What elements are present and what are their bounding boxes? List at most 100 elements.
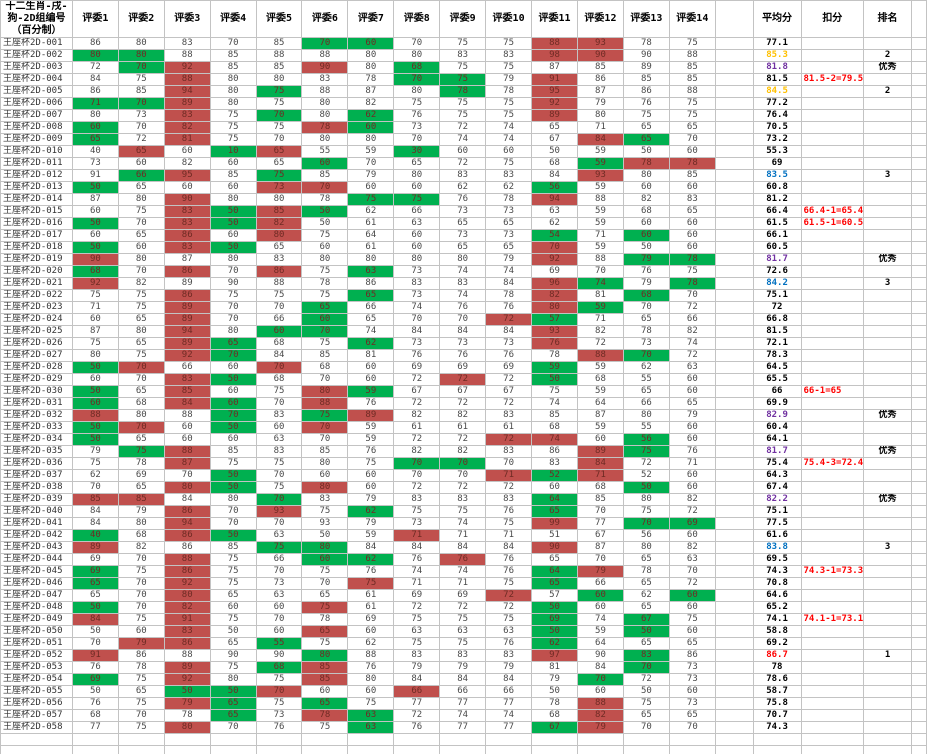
score-cell[interactable]: 88 [163,49,211,62]
score-cell[interactable]: 75 [255,289,303,302]
score-cell[interactable]: 75 [117,289,165,302]
score-cell[interactable]: 66 [255,313,303,326]
empty-cell[interactable] [910,577,927,590]
score-cell[interactable]: 65 [622,553,670,566]
score-cell[interactable]: 86 [163,565,211,578]
score-cell[interactable]: 75 [622,505,670,518]
score-cell[interactable]: 72 [393,397,441,410]
score-cell[interactable]: 60 [209,397,257,410]
score-cell[interactable]: 70 [117,421,165,434]
avg-cell[interactable]: 74.3 [752,565,802,578]
empty-cell[interactable] [714,553,754,566]
row-label-cell[interactable]: 王座杯2D-055 [0,685,73,698]
score-cell[interactable]: 78 [163,709,211,722]
deduct-cell[interactable] [800,649,865,662]
score-cell[interactable]: 65 [301,697,349,710]
score-cell[interactable]: 85 [163,385,211,398]
score-cell[interactable]: 64 [531,493,578,506]
empty-cell[interactable] [117,733,165,746]
rank-cell[interactable] [863,709,912,722]
score-cell[interactable]: 78 [668,277,716,290]
score-cell[interactable]: 77 [439,721,487,734]
score-cell[interactable]: 75 [117,205,165,218]
empty-cell[interactable] [714,661,754,674]
empty-cell[interactable] [910,709,927,722]
score-cell[interactable]: 67 [439,385,487,398]
score-cell[interactable]: 70 [71,481,119,494]
deduct-header-cell[interactable]: 扣分 [800,0,865,38]
score-cell[interactable]: 80 [347,61,395,74]
score-cell[interactable]: 72 [393,481,441,494]
score-cell[interactable]: 76 [347,397,395,410]
rank-cell[interactable] [863,289,912,302]
score-cell[interactable]: 85 [209,61,257,74]
score-cell[interactable]: 59 [576,205,624,218]
score-cell[interactable]: 60 [301,313,349,326]
avg-cell[interactable]: 78.3 [752,349,802,362]
score-cell[interactable]: 72 [393,373,441,386]
score-cell[interactable]: 75 [439,97,487,110]
empty-cell[interactable] [714,169,754,182]
score-cell[interactable]: 79 [622,277,670,290]
score-cell[interactable]: 80 [347,253,395,266]
score-cell[interactable]: 65 [209,637,257,650]
avg-cell[interactable]: 72 [752,301,802,314]
score-cell[interactable]: 59 [576,301,624,314]
score-cell[interactable]: 40 [71,145,119,158]
score-cell[interactable]: 73 [439,229,487,242]
deduct-cell[interactable] [800,313,865,326]
empty-header-cell[interactable] [714,0,754,38]
score-cell[interactable]: 80 [117,325,165,338]
rank-cell[interactable]: 2 [863,85,912,98]
score-cell[interactable]: 50 [622,685,670,698]
empty-cell[interactable] [714,541,754,554]
score-cell[interactable]: 91 [531,73,578,86]
score-cell[interactable]: 82 [117,541,165,554]
score-cell[interactable]: 94 [163,325,211,338]
score-cell[interactable]: 75 [209,289,257,302]
row-label-cell[interactable]: 王座杯2D-054 [0,673,73,686]
score-cell[interactable]: 57 [531,313,578,326]
score-cell[interactable]: 63 [439,625,487,638]
deduct-cell[interactable] [800,421,865,434]
score-cell[interactable]: 60 [255,601,303,614]
avg-cell[interactable]: 75.1 [752,289,802,302]
score-cell[interactable]: 59 [347,529,395,542]
avg-cell[interactable]: 69.5 [752,553,802,566]
deduct-cell[interactable] [800,373,865,386]
score-cell[interactable]: 56 [622,433,670,446]
score-cell[interactable]: 72 [439,433,487,446]
empty-cell[interactable] [910,97,927,110]
score-cell[interactable]: 86 [668,649,716,662]
score-cell[interactable]: 77 [485,697,533,710]
empty-cell[interactable] [714,157,754,170]
score-cell[interactable]: 80 [117,409,165,422]
empty-cell[interactable] [910,601,927,614]
score-cell[interactable]: 80 [301,97,349,110]
score-cell[interactable]: 73 [393,337,441,350]
score-cell[interactable]: 80 [393,85,441,98]
score-cell[interactable]: 50 [209,241,257,254]
score-cell[interactable]: 70 [255,361,303,374]
score-cell[interactable]: 60 [255,625,303,638]
score-cell[interactable]: 65 [301,625,349,638]
score-cell[interactable]: 63 [393,217,441,230]
score-cell[interactable]: 75 [622,697,670,710]
score-cell[interactable]: 68 [117,397,165,410]
score-cell[interactable]: 65 [668,205,716,218]
empty-cell[interactable] [910,385,927,398]
row-label-cell[interactable]: 王座杯2D-030 [0,385,73,398]
score-cell[interactable]: 99 [531,517,578,530]
score-cell[interactable]: 84 [576,133,624,146]
score-cell[interactable]: 83 [485,409,533,422]
score-cell[interactable]: 60 [668,685,716,698]
score-cell[interactable]: 82 [393,409,441,422]
score-cell[interactable]: 83 [255,253,303,266]
rank-cell[interactable]: 优秀 [863,253,912,266]
rank-cell[interactable] [863,625,912,638]
row-label-cell[interactable]: 王座杯2D-003 [0,61,73,74]
row-label-cell[interactable]: 王座杯2D-012 [0,169,73,182]
deduct-cell[interactable] [800,505,865,518]
empty-cell[interactable] [910,697,927,710]
rank-cell[interactable]: 优秀 [863,445,912,458]
